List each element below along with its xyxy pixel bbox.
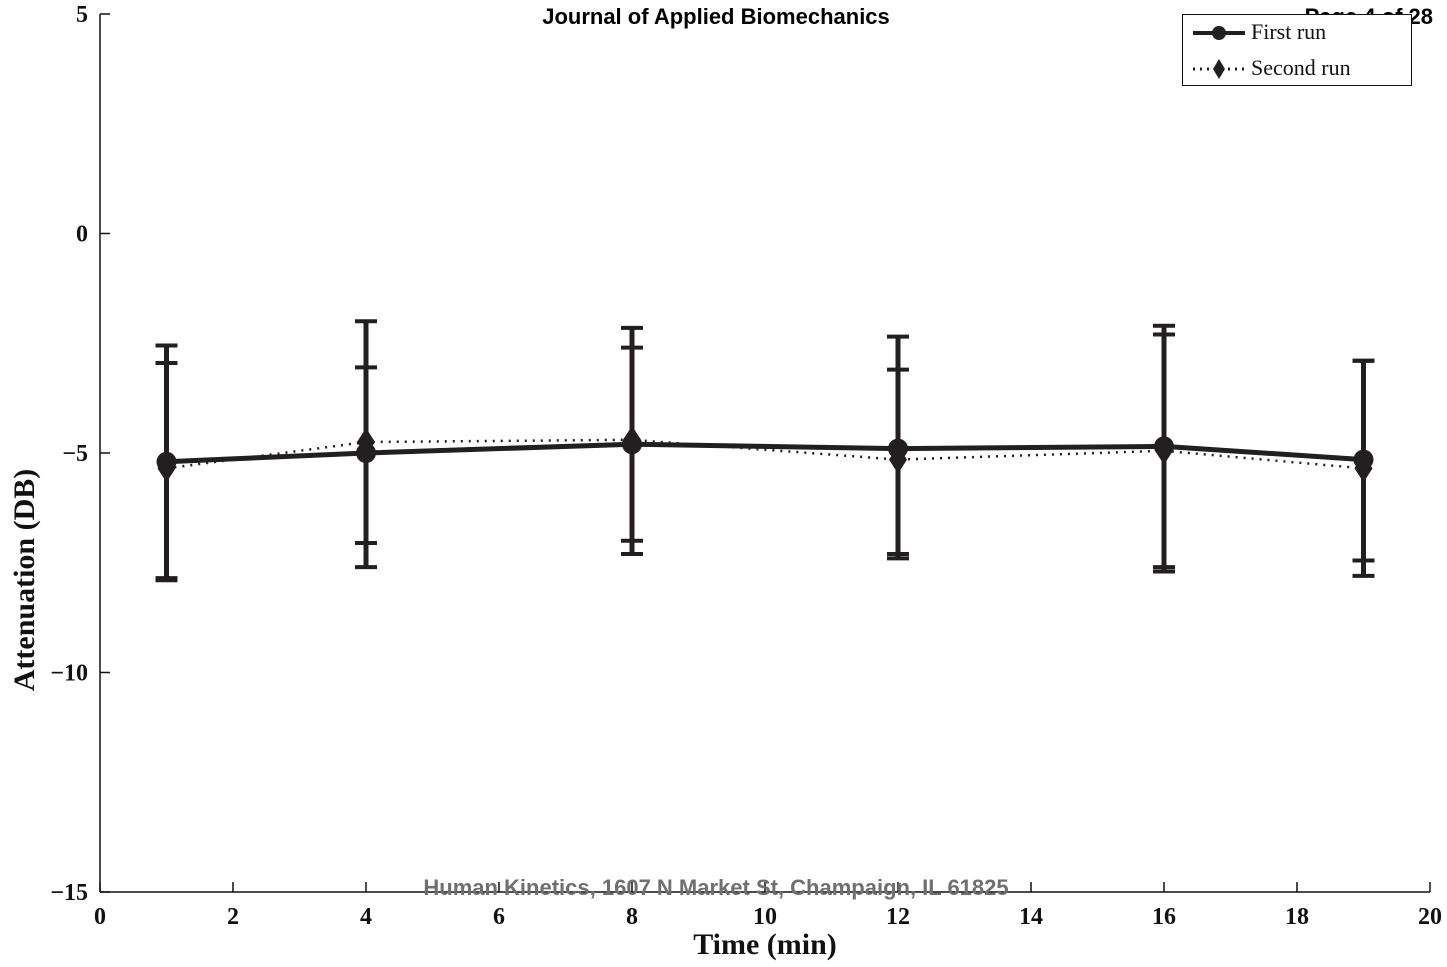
x-tick-label: 20 bbox=[1418, 904, 1442, 930]
x-tick-label: 0 bbox=[94, 904, 106, 930]
data-point-circle bbox=[1353, 449, 1374, 470]
x-tick-label: 6 bbox=[493, 904, 505, 930]
legend-label: Second run bbox=[1251, 55, 1351, 80]
legend-entry-second-run: Second run bbox=[1183, 53, 1411, 83]
y-tick-label: −15 bbox=[50, 880, 88, 906]
legend-marker-diamond-icon bbox=[1193, 59, 1245, 79]
y-tick-label: −10 bbox=[50, 661, 88, 687]
chart-legend: First run Second run bbox=[1182, 14, 1412, 86]
legend-marker-circle-icon bbox=[1193, 26, 1245, 40]
legend-entry-first-run: First run bbox=[1183, 17, 1411, 47]
x-axis-label: Time (min) bbox=[693, 928, 837, 961]
data-point-circle bbox=[1154, 436, 1174, 457]
series-first-run bbox=[155, 319, 1375, 581]
journal-header: Journal of Applied Biomechanics bbox=[542, 4, 890, 29]
x-tick-label: 16 bbox=[1152, 904, 1176, 930]
data-point-circle bbox=[156, 451, 177, 472]
x-tick-label: 8 bbox=[626, 904, 638, 930]
y-tick-label: 0 bbox=[76, 222, 88, 248]
y-tick-label: −5 bbox=[62, 441, 88, 467]
legend-label: First run bbox=[1251, 19, 1327, 44]
y-axis-label: Attenuation (DB) bbox=[8, 468, 41, 692]
series-line bbox=[166, 438, 1364, 470]
x-tick-label: 12 bbox=[886, 904, 910, 930]
series-line bbox=[166, 441, 1364, 465]
y-tick-label: 5 bbox=[76, 2, 88, 28]
x-tick-label: 18 bbox=[1285, 904, 1309, 930]
x-tick-label: 4 bbox=[360, 904, 372, 930]
data-point-circle bbox=[622, 434, 642, 455]
footer-publisher: Human Kinetics, 1607 N Market St, Champa… bbox=[423, 875, 1009, 900]
x-tick-label: 10 bbox=[753, 904, 777, 930]
data-point-circle bbox=[888, 438, 908, 459]
series-second-run bbox=[155, 332, 1375, 583]
x-tick-label: 14 bbox=[1019, 904, 1043, 930]
x-tick-label: 2 bbox=[227, 904, 239, 930]
data-point-circle bbox=[356, 443, 376, 463]
